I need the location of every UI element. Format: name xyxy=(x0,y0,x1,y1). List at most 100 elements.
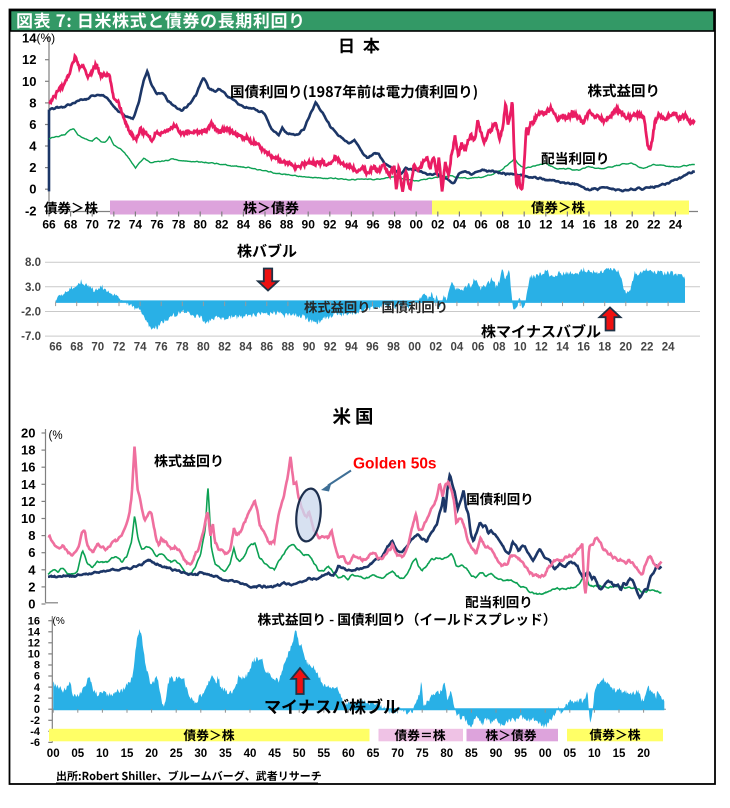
svg-text:80: 80 xyxy=(194,218,208,232)
svg-text:40: 40 xyxy=(244,748,257,760)
svg-text:0: 0 xyxy=(34,704,40,716)
svg-text:-7.0: -7.0 xyxy=(21,331,41,343)
svg-text:98: 98 xyxy=(388,218,402,232)
svg-text:95: 95 xyxy=(514,748,527,760)
svg-text:-4: -4 xyxy=(30,726,41,738)
svg-text:55: 55 xyxy=(317,748,330,760)
svg-text:12: 12 xyxy=(21,494,35,509)
svg-text:74: 74 xyxy=(134,342,147,354)
svg-text:14: 14 xyxy=(22,31,37,46)
svg-text:66: 66 xyxy=(49,342,62,354)
svg-text:4: 4 xyxy=(28,562,36,577)
svg-text:15: 15 xyxy=(613,748,626,760)
svg-text:02: 02 xyxy=(429,342,442,354)
svg-text:14: 14 xyxy=(21,477,36,492)
svg-text:94: 94 xyxy=(345,218,359,232)
svg-text:00: 00 xyxy=(47,748,60,760)
svg-text:4: 4 xyxy=(34,682,41,694)
svg-text:74: 74 xyxy=(129,218,143,232)
svg-text:72: 72 xyxy=(113,342,126,354)
svg-text:14: 14 xyxy=(561,218,575,232)
svg-text:92: 92 xyxy=(323,218,337,232)
svg-text:16: 16 xyxy=(577,342,590,354)
svg-text:6: 6 xyxy=(34,671,40,683)
svg-text:80: 80 xyxy=(197,342,210,354)
svg-text:60: 60 xyxy=(342,748,355,760)
svg-text:98: 98 xyxy=(387,342,400,354)
svg-text:6: 6 xyxy=(28,545,35,560)
svg-text:16: 16 xyxy=(28,615,40,627)
svg-text:-6: -6 xyxy=(30,737,40,749)
svg-text:00: 00 xyxy=(539,748,552,760)
svg-text:94: 94 xyxy=(345,342,358,354)
svg-text:24: 24 xyxy=(669,218,683,232)
svg-text:90: 90 xyxy=(490,748,503,760)
svg-text:88: 88 xyxy=(282,342,295,354)
svg-text:(%: (% xyxy=(49,430,63,442)
svg-text:20: 20 xyxy=(637,748,650,760)
svg-text:04: 04 xyxy=(453,218,467,232)
svg-text:80: 80 xyxy=(440,748,453,760)
svg-text:0: 0 xyxy=(29,182,36,197)
svg-text:96: 96 xyxy=(366,218,380,232)
svg-text:12: 12 xyxy=(28,638,40,650)
svg-text:68: 68 xyxy=(70,342,83,354)
svg-text:50: 50 xyxy=(293,748,306,760)
svg-text:16: 16 xyxy=(582,218,596,232)
svg-text:82: 82 xyxy=(215,218,229,232)
svg-text:20: 20 xyxy=(145,748,158,760)
svg-text:-2: -2 xyxy=(30,715,40,727)
svg-text:12: 12 xyxy=(539,218,553,232)
svg-text:(%): (%) xyxy=(37,31,56,45)
svg-text:8: 8 xyxy=(28,528,35,543)
svg-text:10: 10 xyxy=(21,511,35,526)
svg-text:18: 18 xyxy=(21,443,35,458)
svg-text:15: 15 xyxy=(121,748,134,760)
svg-text:78: 78 xyxy=(172,218,186,232)
svg-text:85: 85 xyxy=(465,748,478,760)
svg-text:20: 20 xyxy=(21,426,35,441)
svg-text:82: 82 xyxy=(218,342,231,354)
svg-text:70: 70 xyxy=(86,218,100,232)
svg-text:4: 4 xyxy=(29,139,37,154)
svg-text:0: 0 xyxy=(28,597,35,612)
svg-text:20: 20 xyxy=(626,218,640,232)
svg-text:22: 22 xyxy=(647,218,661,232)
svg-text:70: 70 xyxy=(91,342,104,354)
svg-text:90: 90 xyxy=(303,342,316,354)
svg-text:00: 00 xyxy=(408,342,421,354)
svg-text:90: 90 xyxy=(302,218,316,232)
svg-text:06: 06 xyxy=(474,218,488,232)
svg-text:2: 2 xyxy=(28,579,35,594)
svg-text:16: 16 xyxy=(21,460,35,475)
svg-text:02: 02 xyxy=(431,218,445,232)
svg-text:86: 86 xyxy=(258,218,272,232)
svg-text:30: 30 xyxy=(194,748,207,760)
svg-text:14: 14 xyxy=(28,627,41,639)
svg-text:-2.0: -2.0 xyxy=(21,307,41,319)
svg-text:2: 2 xyxy=(29,160,36,175)
svg-text:10: 10 xyxy=(514,342,527,354)
svg-text:8.0: 8.0 xyxy=(25,257,41,269)
svg-text:75: 75 xyxy=(416,748,429,760)
svg-text:68: 68 xyxy=(64,218,78,232)
svg-text:92: 92 xyxy=(324,342,337,354)
svg-text:2: 2 xyxy=(34,693,40,705)
svg-text:10: 10 xyxy=(518,218,532,232)
svg-text:70: 70 xyxy=(391,748,404,760)
svg-text:(%: (% xyxy=(53,616,65,627)
svg-text:05: 05 xyxy=(71,748,84,760)
svg-text:20: 20 xyxy=(619,342,632,354)
svg-text:45: 45 xyxy=(268,748,281,760)
svg-text:84: 84 xyxy=(239,342,252,354)
svg-text:10: 10 xyxy=(588,748,601,760)
svg-text:10: 10 xyxy=(28,649,40,661)
svg-text:14: 14 xyxy=(556,342,569,354)
svg-text:22: 22 xyxy=(641,342,654,354)
svg-text:76: 76 xyxy=(150,218,164,232)
svg-text:76: 76 xyxy=(155,342,168,354)
svg-text:05: 05 xyxy=(563,748,576,760)
svg-text:65: 65 xyxy=(367,748,380,760)
svg-text:3.0: 3.0 xyxy=(25,282,41,294)
svg-text:04: 04 xyxy=(451,342,464,354)
